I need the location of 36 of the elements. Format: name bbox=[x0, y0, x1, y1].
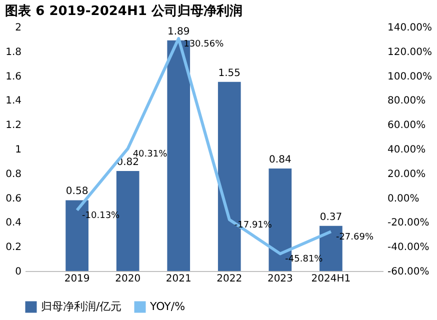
y2-tick-label: 20.00% bbox=[388, 168, 426, 180]
y2-tick-label: 0.00% bbox=[388, 193, 420, 204]
x-tick-label: 2020 bbox=[115, 274, 141, 284]
x-tick-label: 2023 bbox=[267, 274, 293, 284]
data-label: 0.37 bbox=[320, 212, 342, 223]
legend-label: 归母净利润/亿元 bbox=[41, 300, 122, 313]
y-tick-label: 2 bbox=[15, 22, 22, 34]
y2-tick-label: 120.00% bbox=[388, 46, 432, 58]
data-label: 0.84 bbox=[269, 154, 292, 166]
chart-title: 图表 6 2019-2024H1 公司归母净利润 bbox=[5, 3, 242, 19]
y-tick-label: 1 bbox=[15, 144, 22, 156]
data-label: 0.58 bbox=[66, 186, 88, 198]
y-tick-label: 1.6 bbox=[6, 71, 22, 82]
y2-tick-label: -40.00% bbox=[388, 242, 430, 254]
y-tick-label: 0.2 bbox=[6, 242, 22, 254]
y-tick-label: 1.8 bbox=[6, 46, 22, 58]
data-label: 1.55 bbox=[218, 68, 241, 79]
x-tick-label: 2024H1 bbox=[311, 274, 351, 284]
x-tick-label: 2021 bbox=[166, 274, 192, 284]
y2-tick-label: 40.00% bbox=[388, 144, 426, 156]
y-tick-label: 1.4 bbox=[6, 96, 22, 107]
y-tick-label: 0.4 bbox=[6, 218, 22, 229]
x-tick-label: 2022 bbox=[216, 274, 242, 284]
y2-tick-label: 80.00% bbox=[388, 96, 426, 107]
y-tick-label: 0.6 bbox=[6, 193, 22, 204]
y2-tick-label: 60.00% bbox=[388, 120, 426, 132]
legend-label: YOY/% bbox=[149, 300, 186, 313]
y2-tick-label: 100.00% bbox=[388, 71, 432, 82]
y-tick-label: 0.8 bbox=[6, 168, 22, 180]
y2-tick-label: -60.00% bbox=[388, 266, 430, 278]
x-tick-label: 2019 bbox=[64, 274, 90, 284]
y-tick-label: 1.2 bbox=[6, 120, 22, 132]
y2-tick-label: 140.00% bbox=[388, 22, 432, 34]
y2-tick-label: -20.00% bbox=[388, 218, 430, 229]
data-label: 1.89 bbox=[167, 26, 190, 38]
y-tick-label: 0 bbox=[15, 266, 22, 278]
